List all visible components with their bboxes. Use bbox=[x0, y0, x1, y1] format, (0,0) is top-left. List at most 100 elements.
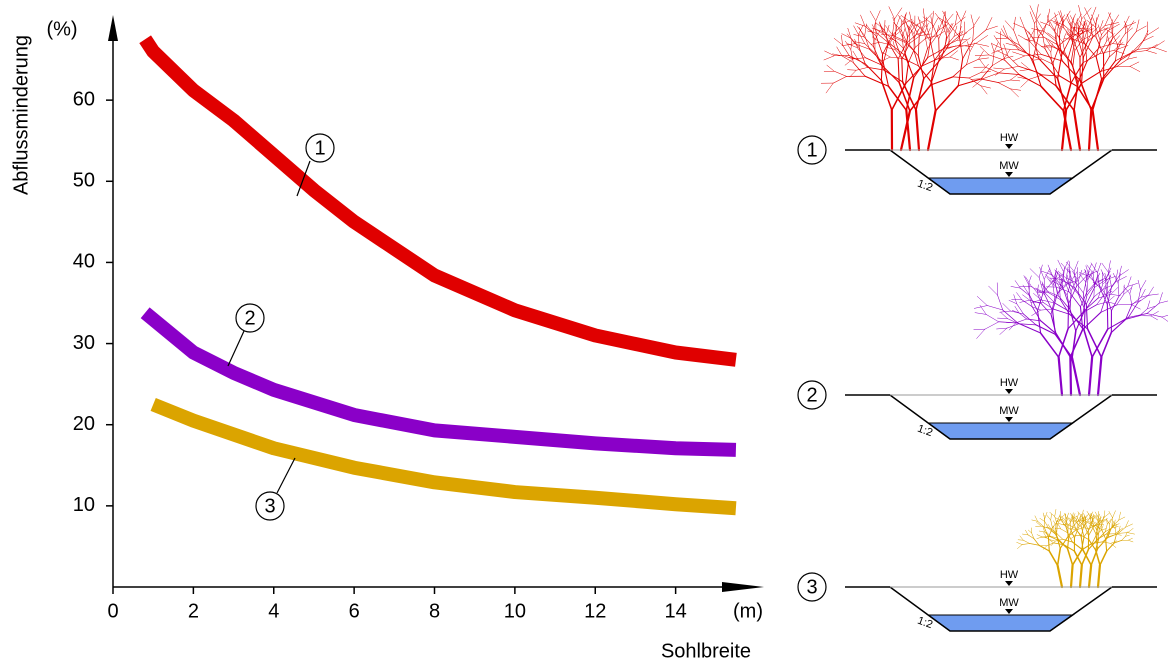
tree-branch bbox=[1147, 28, 1159, 35]
tree-branch bbox=[1113, 27, 1124, 38]
tree-branch bbox=[1106, 539, 1107, 551]
tree-branch bbox=[1064, 545, 1075, 551]
tree-branch bbox=[923, 9, 925, 22]
tree-branch bbox=[1115, 45, 1117, 61]
tree-branch bbox=[931, 77, 953, 85]
tree-branch bbox=[1128, 540, 1133, 542]
y-tick-label: 10 bbox=[73, 494, 95, 516]
tree-branch bbox=[886, 34, 887, 46]
x-tick-label: 6 bbox=[349, 600, 360, 622]
tree-branch bbox=[1122, 536, 1126, 540]
tree-branch bbox=[1028, 276, 1031, 284]
tree-branch bbox=[955, 13, 957, 25]
tree-branch bbox=[1020, 69, 1030, 70]
tree-branch bbox=[1120, 49, 1137, 60]
tree-branch bbox=[1076, 530, 1081, 535]
tree-branch bbox=[1114, 50, 1124, 53]
tree-branch bbox=[1020, 536, 1023, 540]
x-tick-label: 2 bbox=[188, 600, 199, 622]
tree-branch bbox=[1108, 272, 1111, 286]
tree-branch bbox=[918, 66, 931, 82]
tree-branch bbox=[1114, 535, 1116, 543]
x-axis-label: Sohlbreite bbox=[661, 640, 751, 662]
tree-branch bbox=[1043, 75, 1060, 76]
cross-section: HWMW1:23 bbox=[798, 509, 1157, 631]
tree-branch bbox=[1051, 514, 1052, 520]
tree-branch bbox=[1154, 41, 1164, 48]
series-label: 1 bbox=[314, 137, 325, 159]
tree-branch bbox=[1039, 545, 1049, 551]
tree-branch bbox=[1049, 551, 1057, 565]
tree-branch bbox=[1130, 285, 1133, 293]
tree-branch bbox=[1050, 512, 1055, 516]
tree-branch bbox=[879, 22, 883, 32]
tree-branch bbox=[975, 55, 989, 56]
tree-branch bbox=[1096, 57, 1101, 79]
tree-branch bbox=[1078, 270, 1082, 281]
mw-marker bbox=[1005, 172, 1013, 177]
tree-branch bbox=[1128, 283, 1138, 286]
tree-branch bbox=[847, 34, 855, 44]
tree-branch bbox=[973, 30, 986, 41]
tree-branch bbox=[886, 25, 889, 34]
y-tick-label: 20 bbox=[73, 413, 95, 435]
tree-branch bbox=[1044, 31, 1056, 41]
tree-branch bbox=[1035, 516, 1038, 522]
series-label: 2 bbox=[244, 307, 255, 329]
tree-branch bbox=[1079, 5, 1082, 19]
tree-branch bbox=[1124, 22, 1136, 27]
tree-branch bbox=[967, 59, 979, 64]
hw-marker bbox=[1005, 144, 1013, 149]
tree-branch bbox=[910, 85, 931, 111]
tree-branch bbox=[1022, 544, 1030, 545]
tree-branch bbox=[1068, 281, 1078, 283]
mw-label: MW bbox=[999, 160, 1019, 172]
tree-branch bbox=[1095, 14, 1098, 24]
tree-branch bbox=[865, 76, 888, 86]
tree-branch bbox=[858, 34, 859, 48]
tree-branch bbox=[858, 59, 868, 67]
tree-branch bbox=[837, 47, 842, 56]
tree-branch bbox=[876, 11, 880, 21]
tree-branch bbox=[1028, 530, 1031, 533]
tree-branch bbox=[1128, 533, 1135, 534]
tree-branch bbox=[935, 13, 942, 23]
tree-branch bbox=[876, 36, 882, 55]
tree-branch bbox=[1128, 528, 1133, 532]
tree-branch bbox=[1022, 295, 1029, 300]
tree-branch bbox=[1118, 283, 1119, 296]
tree-branch bbox=[902, 37, 903, 48]
tree-branch bbox=[1047, 515, 1051, 520]
tree-branch bbox=[1010, 37, 1017, 46]
tree-branch bbox=[1058, 548, 1061, 565]
tree-branch bbox=[859, 34, 864, 44]
tree-branch bbox=[961, 11, 966, 22]
tree-branch bbox=[1107, 543, 1115, 551]
tree-branch bbox=[992, 52, 994, 65]
cross-section: HWMW1:21 bbox=[798, 4, 1167, 194]
tree-branch bbox=[1147, 44, 1158, 50]
tree-branch bbox=[1096, 550, 1100, 565]
tree-branch bbox=[854, 34, 864, 36]
tree-branch bbox=[998, 83, 1010, 89]
tree-branch bbox=[974, 17, 980, 26]
tree-branch bbox=[1049, 271, 1055, 281]
tree-branch bbox=[981, 79, 998, 83]
tree-branch bbox=[1147, 51, 1157, 54]
tree-branch bbox=[1063, 278, 1069, 292]
tree-branch bbox=[916, 110, 919, 150]
tree-branch bbox=[936, 86, 959, 111]
tree-branch bbox=[1040, 22, 1050, 26]
tree-branch bbox=[1140, 280, 1145, 290]
x-tick-label: 12 bbox=[584, 600, 606, 622]
tree-branch bbox=[1130, 294, 1132, 305]
tree-branch bbox=[903, 59, 918, 66]
tree-branch bbox=[1030, 6, 1036, 19]
tree-branch bbox=[980, 46, 989, 55]
y-tick-label: 30 bbox=[73, 332, 95, 354]
tree-branch bbox=[889, 7, 895, 19]
tree-branch bbox=[1125, 24, 1126, 33]
tree-branch bbox=[915, 38, 926, 47]
tree-branch bbox=[1111, 287, 1119, 294]
tree-branch bbox=[1101, 332, 1111, 357]
